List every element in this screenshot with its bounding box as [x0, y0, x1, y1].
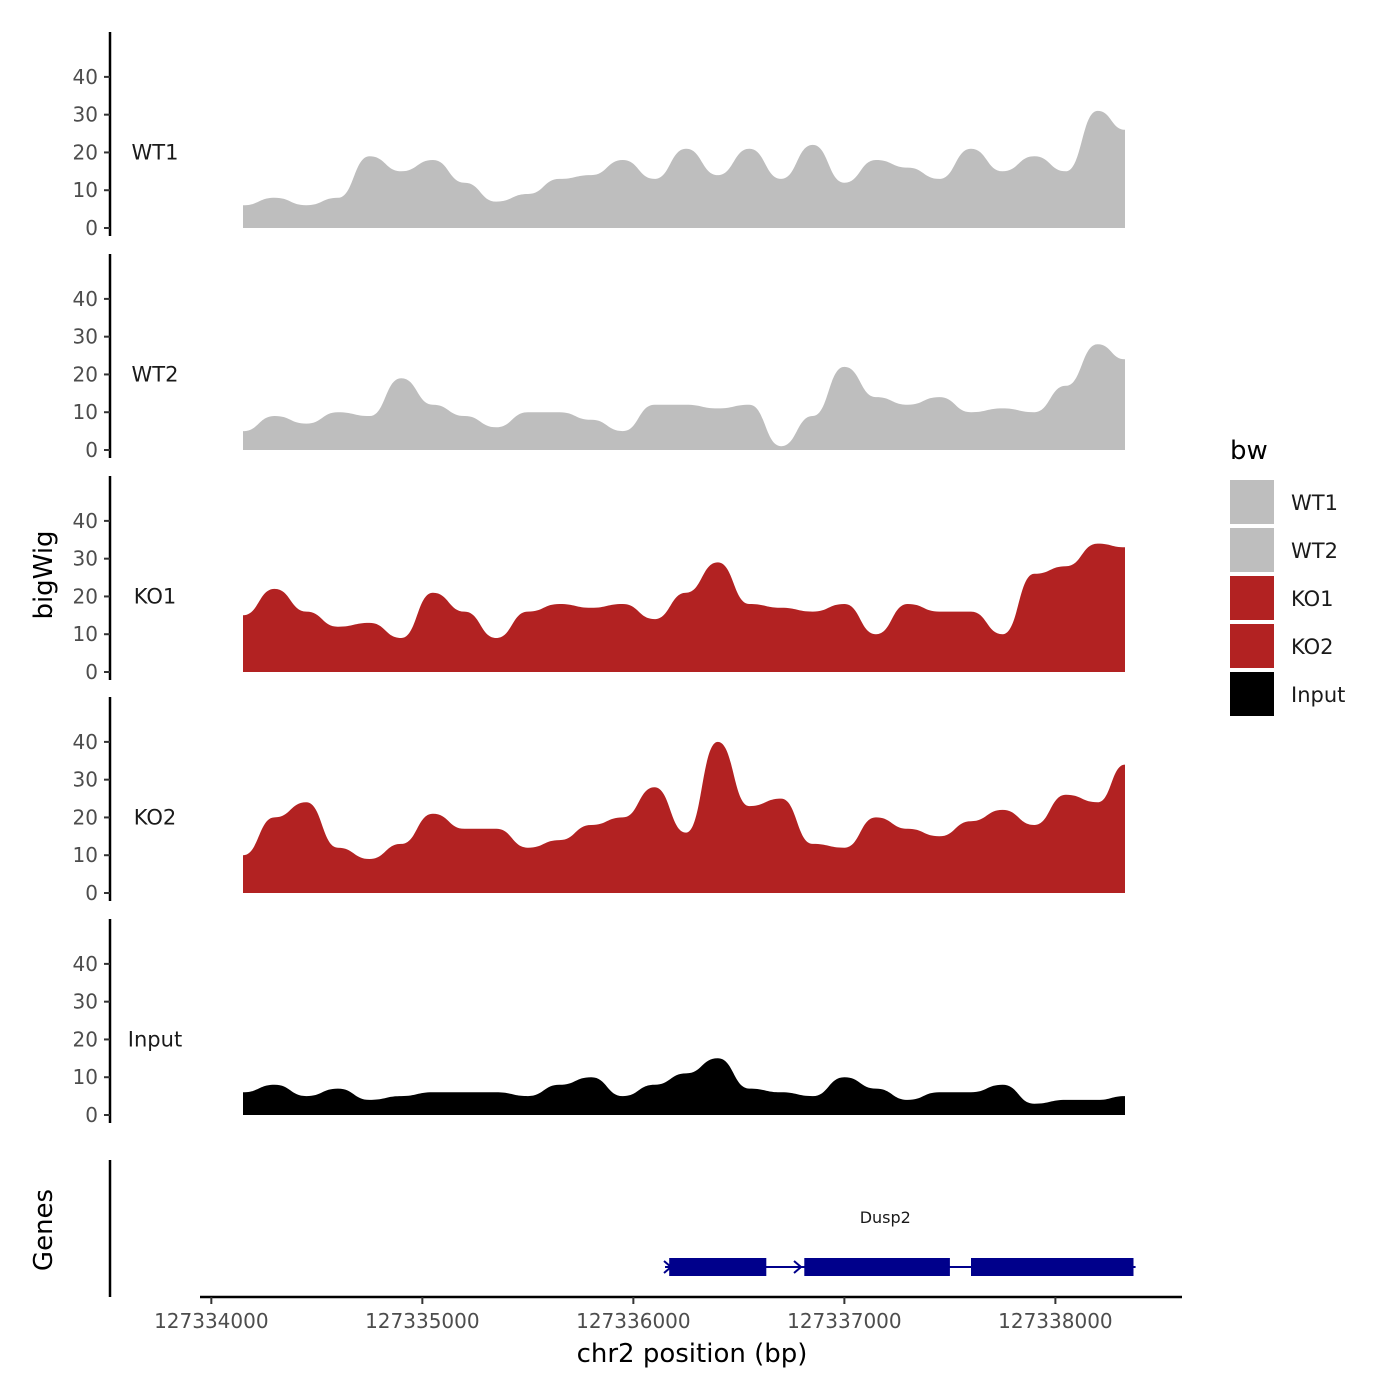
y-tick-label: 40	[73, 509, 98, 533]
legend-swatch-wt1	[1230, 480, 1274, 524]
legend: bw WT1 WT2 KO1 KO2 Input	[1230, 436, 1345, 716]
track-wt1: 0 10 20 30 40 WT1	[73, 32, 1125, 240]
y-tick-label: 0	[85, 1103, 98, 1127]
gene-exon-3	[971, 1258, 1134, 1276]
y-tick-label: 10	[73, 622, 98, 646]
track-input: 0 10 20 30 40 Input	[73, 919, 1125, 1127]
track-ko2: 0 10 20 30 40 KO2	[73, 697, 1125, 905]
gene-exon-1	[669, 1258, 767, 1276]
y-tick-label: 30	[73, 103, 98, 127]
coverage-tracks: 0 10 20 30 40 WT1 0 10 20 30 40 WT2 0 10 20 30 40 KO1 0 10 2…	[73, 32, 1125, 1127]
y-tick-label: 40	[73, 287, 98, 311]
track-label-wt1: WT1	[132, 140, 179, 164]
x-tick-label: 127338000	[998, 1309, 1113, 1333]
x-tick-label: 127337000	[787, 1309, 902, 1333]
y-tick-label: 10	[73, 400, 98, 424]
gene-label: Dusp2	[860, 1208, 911, 1227]
track-label-ko1: KO1	[134, 584, 177, 608]
legend-label-wt1: WT1	[1291, 491, 1338, 515]
y-tick-label: 40	[73, 730, 98, 754]
y-tick-label: 10	[73, 1065, 98, 1089]
legend-label-input: Input	[1291, 683, 1345, 707]
y-tick-label: 20	[73, 805, 98, 829]
strand-arrow	[793, 1260, 803, 1274]
y-axis-title: bigWig	[29, 530, 59, 619]
legend-swatch-ko1	[1230, 576, 1274, 620]
legend-title: bw	[1230, 436, 1268, 466]
y-tick-label: 40	[73, 952, 98, 976]
area-input	[243, 1058, 1125, 1115]
track-wt2: 0 10 20 30 40 WT2	[73, 254, 1125, 462]
y-tick-label: 20	[73, 140, 98, 164]
y-tick-label: 30	[73, 768, 98, 792]
y-tick-label: 20	[73, 584, 98, 608]
y-tick-label: 30	[73, 325, 98, 349]
y-tick-label: 0	[85, 660, 98, 684]
x-tick-label: 127335000	[365, 1309, 480, 1333]
area-wt1	[243, 110, 1125, 228]
y-tick-label: 20	[73, 362, 98, 386]
gene-dusp2: Dusp2	[663, 1208, 1136, 1276]
track-label-input: Input	[128, 1027, 182, 1051]
x-tick-label: 127336000	[576, 1309, 691, 1333]
x-tick-label: 127334000	[154, 1309, 269, 1333]
track-ko1: 0 10 20 30 40 KO1	[73, 476, 1125, 684]
y-tick-label: 40	[73, 65, 98, 89]
track-label-ko2: KO2	[134, 805, 177, 829]
genes-panel: Dusp2	[108, 1160, 1136, 1297]
y-tick-label: 0	[85, 881, 98, 905]
x-axis-title: chr2 position (bp)	[577, 1339, 808, 1369]
y-tick-label: 0	[85, 216, 98, 240]
legend-label-ko2: KO2	[1291, 635, 1334, 659]
legend-swatch-input	[1230, 672, 1274, 716]
y-tick-label: 20	[73, 1027, 98, 1051]
legend-label-ko1: KO1	[1291, 587, 1334, 611]
legend-label-wt2: WT2	[1291, 539, 1338, 563]
legend-swatch-wt2	[1230, 528, 1274, 572]
y-tick-label: 30	[73, 547, 98, 571]
y-tick-label: 0	[85, 438, 98, 462]
y-tick-label: 10	[73, 843, 98, 867]
genes-axis-title: Genes	[29, 1189, 59, 1271]
area-ko2	[243, 741, 1125, 893]
area-wt2	[243, 344, 1125, 450]
x-axis: 127334000 127335000 127336000 127337000 1273…	[154, 1295, 1182, 1333]
y-tick-label: 30	[73, 990, 98, 1014]
area-ko1	[243, 543, 1125, 672]
gene-exon-2	[804, 1258, 950, 1276]
legend-swatch-ko2	[1230, 624, 1274, 668]
track-label-wt2: WT2	[132, 362, 179, 386]
y-tick-label: 10	[73, 178, 98, 202]
